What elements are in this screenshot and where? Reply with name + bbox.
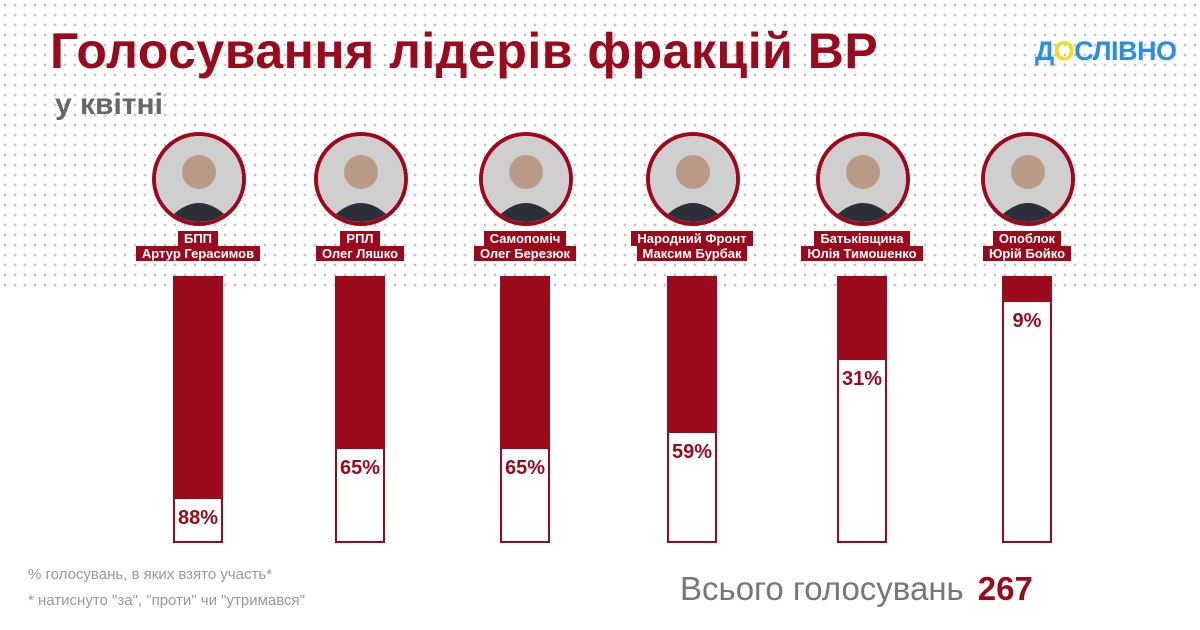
party-label: Батьківщина xyxy=(814,231,910,246)
bar: 59% xyxy=(667,276,717,543)
bar: 65% xyxy=(500,276,550,543)
note-1: % голосувань, в яких взято участь* xyxy=(28,566,273,583)
chart-title: Голосування лідерів фракцій ВР xyxy=(50,23,879,79)
leader-name: Юлія Тимошенко xyxy=(801,246,923,261)
bar: 65% xyxy=(335,276,385,543)
leader-name: Юрій Бойко xyxy=(982,246,1072,261)
leader-name: Олег Березюк xyxy=(473,246,577,261)
bar: 9% xyxy=(1002,276,1052,543)
data-label: 59% xyxy=(671,441,713,464)
bar: 88% xyxy=(173,276,223,543)
leader-photo xyxy=(152,132,246,226)
bar-fill xyxy=(839,278,885,360)
leader-photo xyxy=(314,132,408,226)
data-label: 65% xyxy=(504,456,546,479)
logo: ДОСЛІВНО xyxy=(1035,36,1177,66)
total-votes: Всього голосувань 267 xyxy=(680,570,1033,607)
party-label: Самопоміч xyxy=(483,231,567,246)
data-label: 65% xyxy=(339,456,381,479)
bar-fill xyxy=(337,278,383,449)
bar-fill xyxy=(502,278,548,449)
party-label: РПЛ xyxy=(340,231,380,246)
bar-fill xyxy=(175,278,221,499)
data-label: 9% xyxy=(1012,309,1042,332)
data-label: 31% xyxy=(841,367,883,390)
chart-subtitle: у квітні xyxy=(55,88,163,121)
leader-photo xyxy=(816,132,910,226)
leader-photo xyxy=(981,132,1075,226)
leader-name: Олег Ляшко xyxy=(315,246,405,261)
bar: 31% xyxy=(837,276,887,543)
note-2: * натиснуто "за", "проти" чи "утримався" xyxy=(28,592,305,609)
leader-name: Максим Бурбак xyxy=(636,246,748,261)
party-label: Опоблок xyxy=(992,231,1062,246)
leader-photo xyxy=(479,132,573,226)
leader-photo xyxy=(646,132,740,226)
data-label: 88% xyxy=(177,507,219,529)
leader-name: Артур Герасимов xyxy=(135,246,261,261)
bar-fill xyxy=(669,278,715,434)
bar-fill xyxy=(1004,278,1050,302)
party-label: БПП xyxy=(177,231,219,246)
party-label: Народний Фронт xyxy=(631,231,753,246)
